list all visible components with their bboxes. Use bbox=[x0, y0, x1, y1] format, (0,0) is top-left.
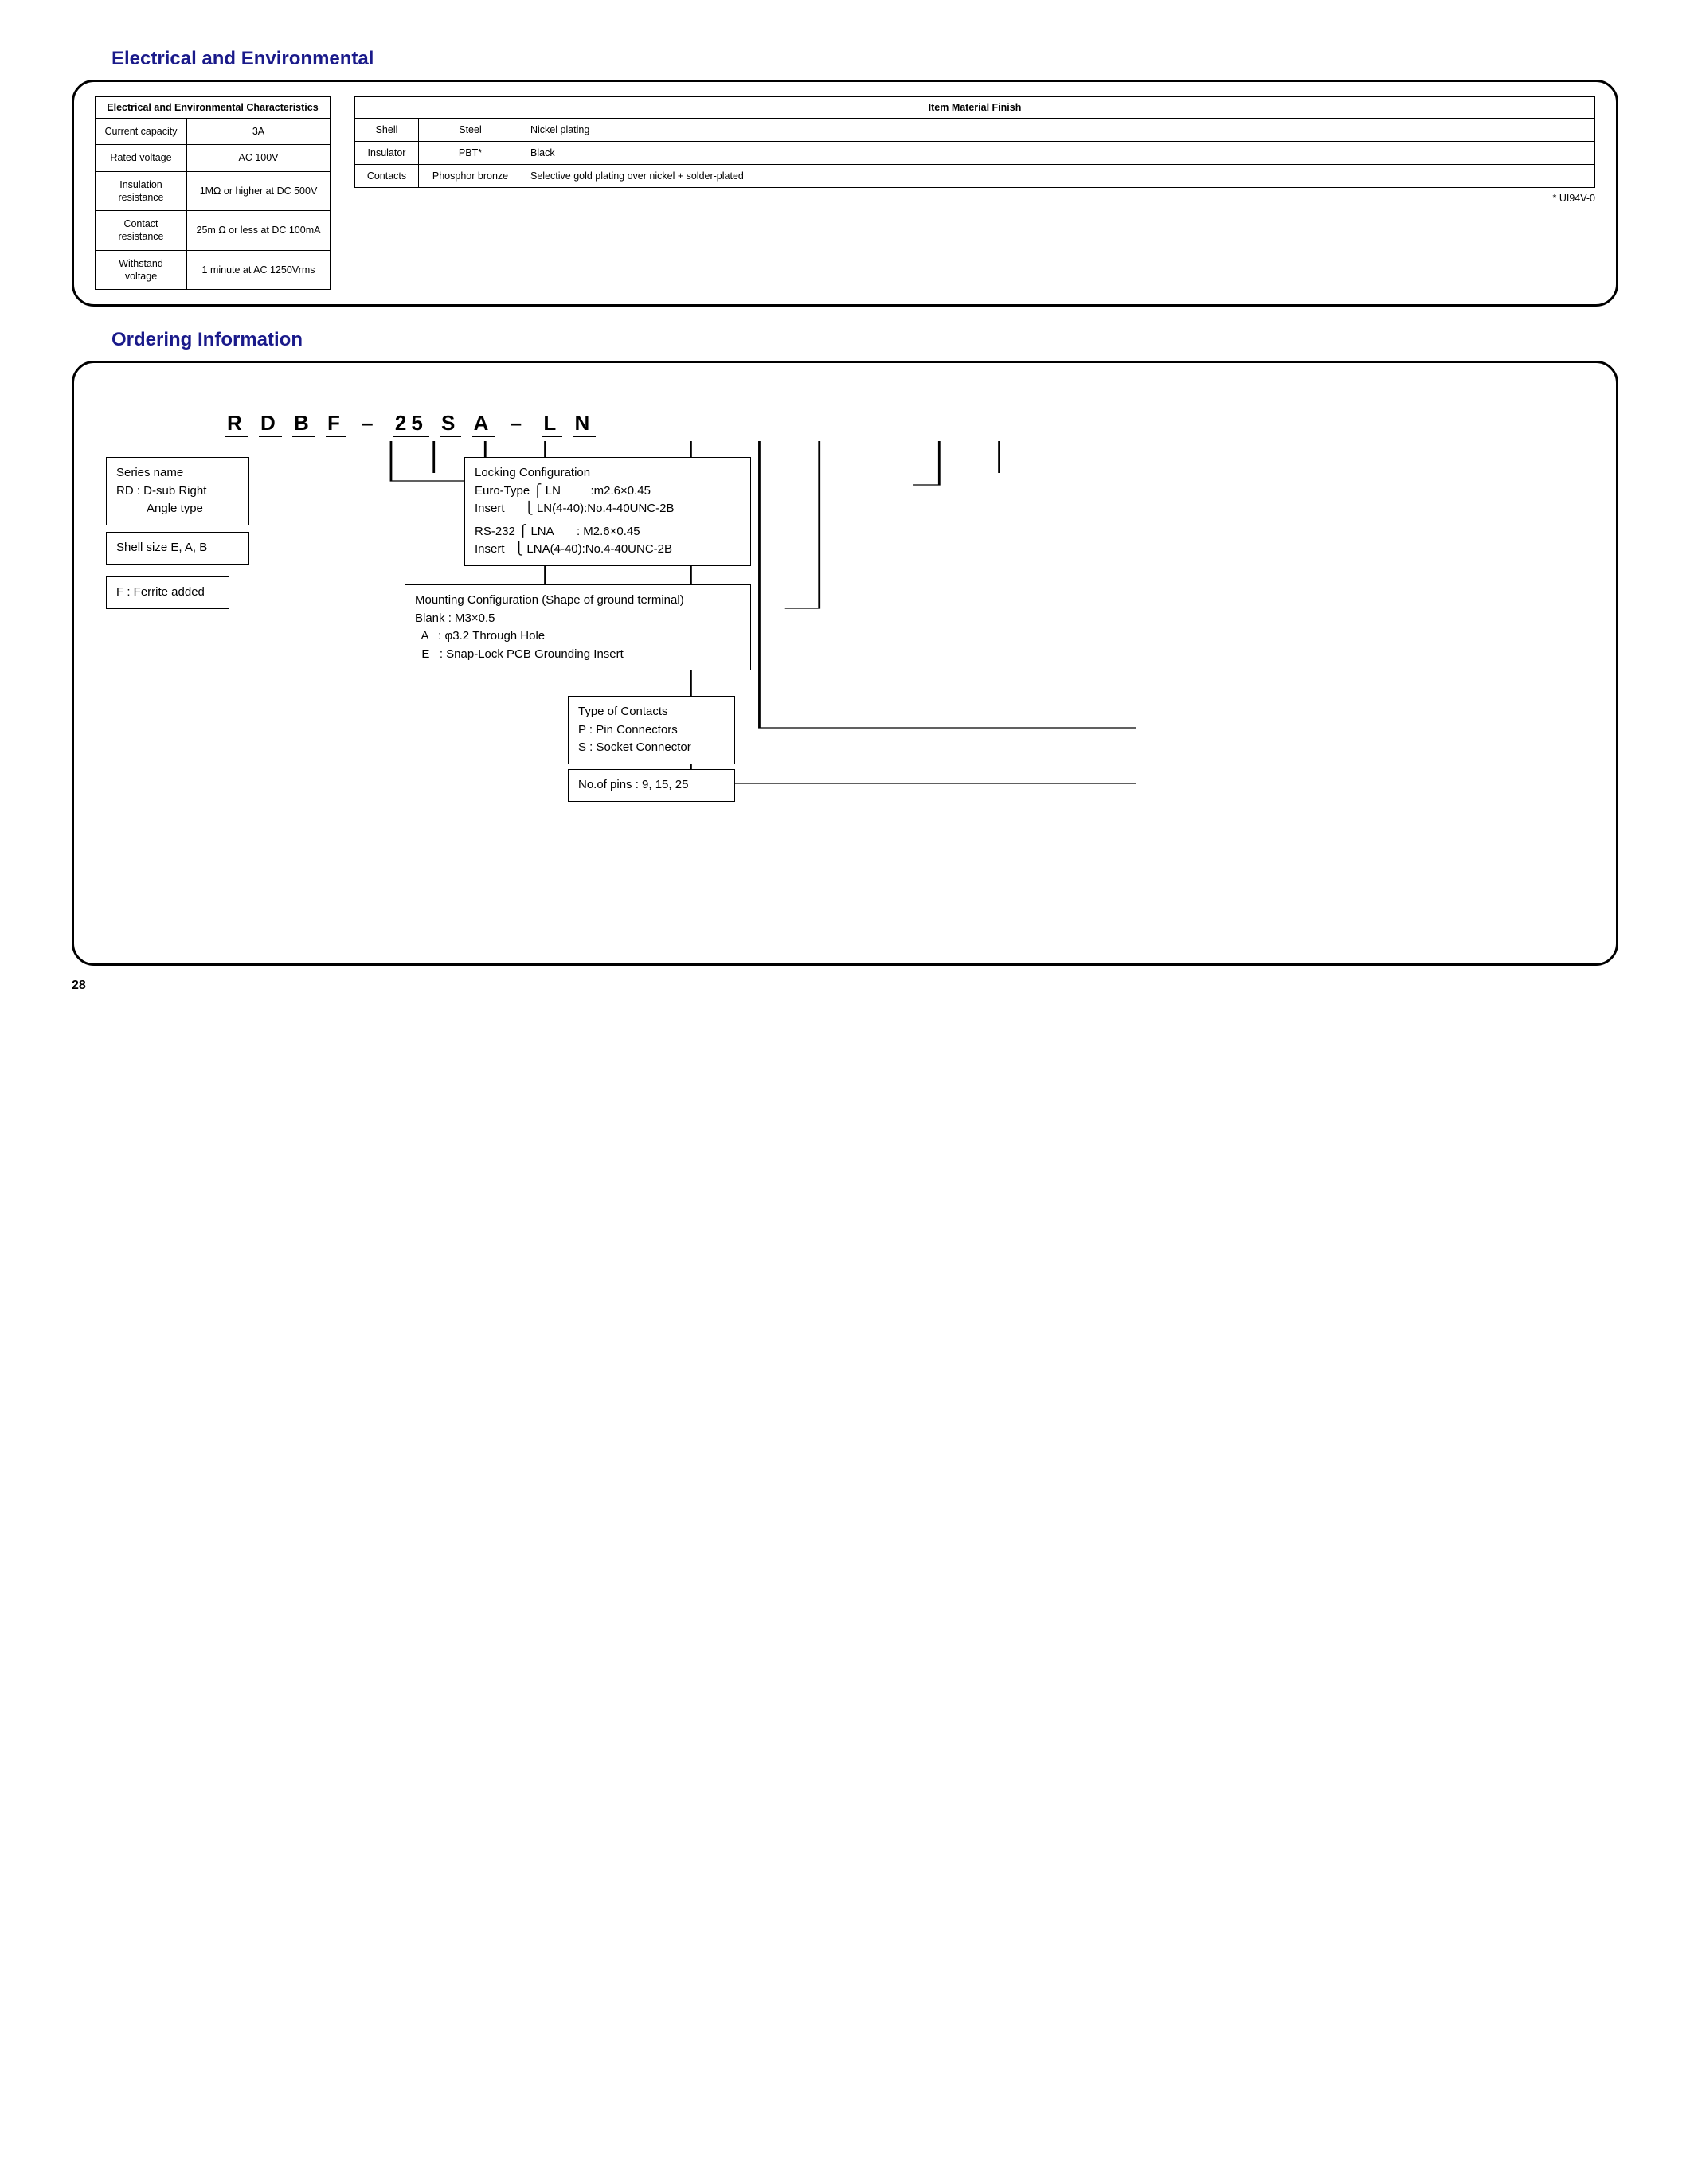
mat-material: Phosphor bronze bbox=[419, 165, 522, 188]
callout-line: F : Ferrite added bbox=[116, 584, 219, 602]
char-value: 3A bbox=[187, 119, 331, 145]
char-value: 1MΩ or higher at DC 500V bbox=[187, 171, 331, 211]
callout-line: Type of Contacts bbox=[578, 703, 725, 721]
mat-finish: Black bbox=[522, 142, 1595, 165]
material-table: Item Material Finish Shell Steel Nickel … bbox=[354, 96, 1595, 188]
callout-line: Angle type bbox=[116, 500, 239, 518]
callout-line: Shell size E, A, B bbox=[116, 539, 239, 557]
callout-ferrite: F : Ferrite added bbox=[106, 576, 229, 609]
callout-line: Insert ⎩ LNA(4-40):No.4-40UNC-2B bbox=[475, 541, 741, 559]
char-value: 1 minute at AC 1250Vrms bbox=[187, 250, 331, 290]
char-label: Insulation resistance bbox=[96, 171, 187, 211]
callout-mounting: Mounting Configuration (Shape of ground … bbox=[405, 584, 751, 670]
callout-series: Series name RD : D-sub Right Angle type bbox=[106, 457, 249, 525]
callout-line: Blank : M3×0.5 bbox=[415, 610, 741, 628]
callout-line: No.of pins : 9, 15, 25 bbox=[578, 776, 725, 795]
char-value: 25m Ω or less at DC 100mA bbox=[187, 211, 331, 251]
callout-shell-size: Shell size E, A, B bbox=[106, 532, 249, 565]
table-row: Shell Steel Nickel plating bbox=[355, 119, 1595, 142]
mat-finish: Selective gold plating over nickel + sol… bbox=[522, 165, 1595, 188]
callout-line: A : φ3.2 Through Hole bbox=[415, 627, 741, 646]
page-number: 28 bbox=[72, 979, 1618, 993]
callout-line: Mounting Configuration (Shape of ground … bbox=[415, 592, 741, 610]
callout-line: P : Pin Connectors bbox=[578, 721, 725, 740]
char-table-header: Electrical and Environmental Characteris… bbox=[96, 97, 331, 119]
char-label: Contact resistance bbox=[96, 211, 187, 251]
table-row: Contacts Phosphor bronze Selective gold … bbox=[355, 165, 1595, 188]
char-label: Current capacity bbox=[96, 119, 187, 145]
callout-line: RS-232 ⎧ LNA : M2.6×0.45 bbox=[475, 523, 741, 541]
connector-lines bbox=[74, 409, 1616, 919]
mat-item: Insulator bbox=[355, 142, 419, 165]
material-footnote: * UI94V-0 bbox=[354, 193, 1595, 204]
table-row: Insulation resistance 1MΩ or higher at D… bbox=[96, 171, 331, 211]
table-row: Contact resistance 25m Ω or less at DC 1… bbox=[96, 211, 331, 251]
section-title-electrical: Electrical and Environmental bbox=[111, 48, 1618, 70]
callout-contacts: Type of Contacts P : Pin Connectors S : … bbox=[568, 696, 735, 764]
table-row: Current capacity 3A bbox=[96, 119, 331, 145]
callout-line: Series name bbox=[116, 464, 239, 483]
mat-material: Steel bbox=[419, 119, 522, 142]
characteristics-table: Electrical and Environmental Characteris… bbox=[95, 96, 331, 290]
callout-line: S : Socket Connector bbox=[578, 739, 725, 757]
mat-item: Shell bbox=[355, 119, 419, 142]
mat-finish: Nickel plating bbox=[522, 119, 1595, 142]
table-row: Withstand voltage 1 minute at AC 1250Vrm… bbox=[96, 250, 331, 290]
table-row: Rated voltage AC 100V bbox=[96, 145, 331, 171]
callout-line: RD : D-sub Right bbox=[116, 483, 239, 501]
mat-item: Contacts bbox=[355, 165, 419, 188]
char-label: Withstand voltage bbox=[96, 250, 187, 290]
table-row: Insulator PBT* Black bbox=[355, 142, 1595, 165]
char-value: AC 100V bbox=[187, 145, 331, 171]
callout-pins: No.of pins : 9, 15, 25 bbox=[568, 769, 735, 802]
callout-line: Insert ⎩ LN(4-40):No.4-40UNC-2B bbox=[475, 500, 741, 518]
mat-material: PBT* bbox=[419, 142, 522, 165]
section-title-ordering: Ordering Information bbox=[111, 329, 1618, 351]
callout-locking: Locking Configuration Euro-Type ⎧ LN :m2… bbox=[464, 457, 751, 566]
char-label: Rated voltage bbox=[96, 145, 187, 171]
ordering-box: R D B F – 25 S A – L N bbox=[72, 361, 1618, 966]
callout-line: E : Snap-Lock PCB Grounding Insert bbox=[415, 646, 741, 664]
mat-table-header: Item Material Finish bbox=[355, 97, 1595, 119]
callout-line: Locking Configuration bbox=[475, 464, 741, 483]
callout-line: Euro-Type ⎧ LN :m2.6×0.45 bbox=[475, 483, 741, 501]
electrical-box: Electrical and Environmental Characteris… bbox=[72, 80, 1618, 307]
